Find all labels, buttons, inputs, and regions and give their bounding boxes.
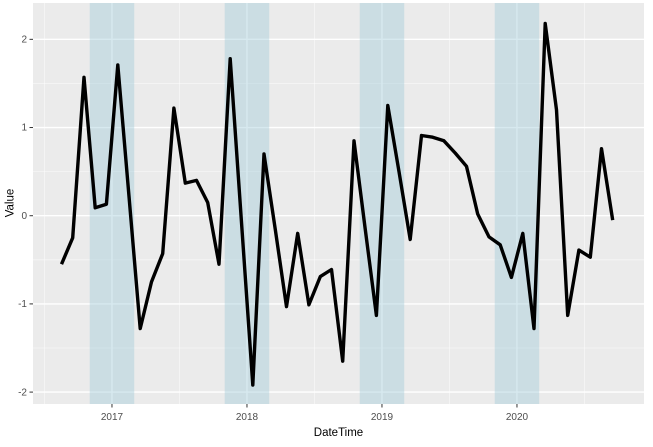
data-line (59, 21, 615, 387)
y-axis-title: Value (4, 188, 17, 218)
axes: 2017 2018 2019 2020 2 1 0 -1 -2 (18, 35, 528, 423)
x-tick-label: 2017 (101, 412, 124, 423)
x-axis-title: DateTime (313, 427, 364, 439)
highlight-band (89, 3, 135, 404)
highlight-bands (89, 3, 540, 404)
x-tick-label: 2020 (506, 412, 529, 423)
y-tick-label: -1 (18, 299, 27, 310)
y-tick-label: 2 (21, 35, 27, 46)
x-tick-label: 2018 (236, 412, 259, 423)
x-tick-label: 2019 (371, 412, 394, 423)
y-tick-label: 0 (21, 211, 27, 222)
y-tick-label: -2 (18, 387, 27, 398)
y-tick-label: 1 (21, 123, 27, 134)
highlight-band (494, 3, 540, 404)
